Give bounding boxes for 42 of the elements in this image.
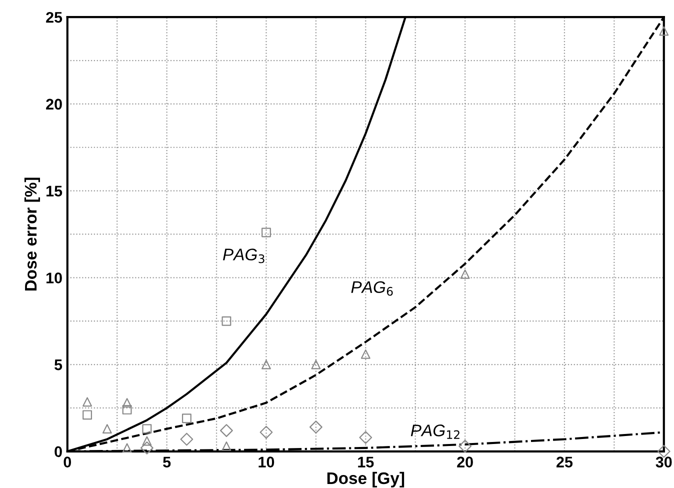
y-tick-label: 0 — [54, 446, 62, 458]
x-tick-label: 5 — [163, 456, 171, 468]
point — [142, 436, 152, 446]
point — [659, 26, 669, 36]
x-tick-label: 30 — [656, 456, 672, 468]
point — [142, 424, 152, 434]
point — [311, 360, 321, 370]
y-tick-label: 10 — [46, 272, 62, 284]
annotation: PAG$_{12}$ — [410, 424, 460, 439]
annotation: PAG$_{6}$ — [351, 281, 393, 296]
annotation: PAG$_{3}$ — [223, 248, 264, 264]
point — [220, 424, 233, 437]
x-tick-label: 10 — [258, 456, 274, 468]
point — [122, 404, 132, 414]
point — [140, 441, 154, 454]
y-axis-title: Dose error [%] — [24, 178, 40, 291]
y-tick-label: 25 — [46, 12, 62, 23]
point — [182, 414, 192, 424]
point — [222, 316, 232, 326]
point — [262, 360, 271, 370]
y-tick-label: 5 — [54, 360, 62, 370]
x-tick-label: 20 — [457, 456, 473, 468]
point — [458, 440, 472, 453]
point — [82, 410, 92, 420]
point — [309, 420, 322, 434]
point — [360, 349, 370, 359]
x-tick-label: 0 — [64, 456, 72, 468]
point — [359, 431, 372, 444]
point — [222, 441, 232, 451]
point — [180, 432, 194, 446]
point — [102, 424, 112, 434]
point — [122, 398, 132, 408]
point — [82, 397, 92, 407]
y-tick-label: 20 — [46, 98, 62, 110]
x-tick-label: 25 — [556, 456, 573, 468]
point — [122, 443, 132, 453]
point — [262, 228, 271, 238]
point — [460, 269, 470, 279]
point — [260, 426, 273, 439]
x-axis-title: Dose [Gy] — [327, 472, 404, 488]
y-tick-label: 15 — [46, 186, 62, 196]
x-tick-label: 15 — [358, 456, 374, 468]
